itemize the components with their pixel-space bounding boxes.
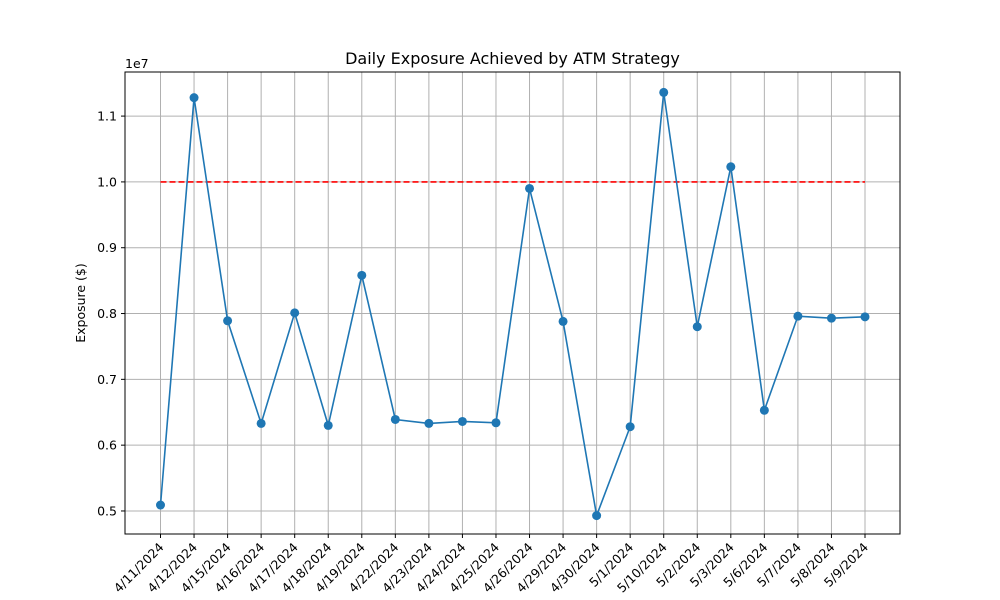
y-axis: 0.5 0.6 0.7 0.8 0.9 1.0 1.1 — [97, 109, 125, 518]
series-group — [156, 87, 870, 521]
data-point — [189, 93, 199, 103]
y-tick-label: 0.9 — [97, 240, 117, 255]
data-point — [390, 414, 400, 424]
data-point — [793, 311, 803, 321]
data-point — [424, 418, 434, 428]
y-tick-label: 0.8 — [97, 306, 117, 321]
y-axis-label: Exposure ($) — [73, 263, 88, 343]
data-point — [625, 422, 635, 432]
data-point — [726, 162, 736, 172]
data-point — [290, 308, 300, 318]
data-point — [223, 316, 233, 326]
plot-frame — [124, 71, 901, 535]
series-line — [159, 92, 866, 519]
data-point — [525, 183, 535, 193]
data-point — [491, 418, 501, 428]
y-tick-label: 0.6 — [97, 438, 117, 453]
chart-title: Daily Exposure Achieved by ATM Strategy — [345, 49, 680, 68]
data-point — [759, 405, 769, 415]
y-tick-label: 0.5 — [97, 503, 117, 518]
y-tick-label: 1.1 — [97, 109, 117, 124]
x-axis: 4/11/20244/12/20244/15/20244/16/20244/17… — [111, 534, 871, 595]
data-point — [826, 313, 836, 323]
data-point — [659, 87, 669, 97]
data-point — [323, 420, 333, 430]
y-tick-label: 1.0 — [97, 174, 117, 189]
data-point — [692, 322, 702, 332]
data-point — [156, 500, 165, 510]
data-point — [558, 316, 568, 326]
data-point — [256, 418, 266, 428]
data-point — [457, 416, 467, 426]
y-axis-multiplier: 1e7 — [125, 56, 149, 71]
data-point — [357, 270, 367, 280]
y-tick-label: 0.7 — [97, 372, 117, 387]
data-point — [592, 511, 602, 521]
data-point — [860, 312, 870, 322]
